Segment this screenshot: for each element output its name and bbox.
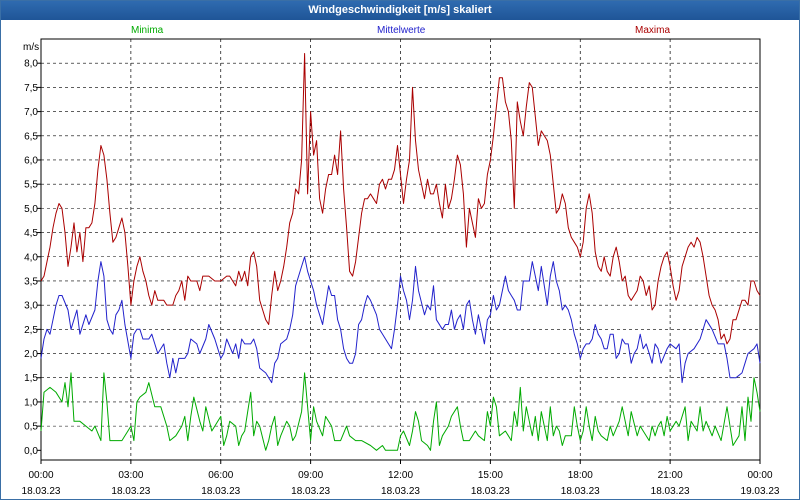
y-tick-label: 1,5 (24, 373, 38, 384)
x-tick-date-label: 18.03.23 (201, 486, 240, 497)
y-tick-label: 1,0 (24, 397, 38, 408)
x-tick-time-label: 06:00 (208, 470, 233, 481)
y-tick-label: 7,0 (24, 107, 38, 118)
series-line-maxima (40, 53, 761, 345)
x-tick-time-label: 12:00 (388, 470, 413, 481)
y-tick-label: 6,5 (24, 131, 38, 142)
legend-mittelwerte: Mittelwerte (377, 25, 426, 36)
series-line-minima (40, 372, 761, 451)
x-tick-date-label: 18.03.23 (111, 486, 150, 497)
x-tick-date-label: 18.03.23 (471, 486, 510, 497)
y-tick-label: 0,0 (24, 446, 38, 457)
x-tick-date-label: 18.03.23 (561, 486, 600, 497)
x-tick-date-label: 18.03.23 (291, 486, 330, 497)
y-tick-label: 4,0 (24, 252, 38, 263)
y-tick-label: 2,5 (24, 325, 38, 336)
x-tick-time-label: 09:00 (298, 470, 323, 481)
x-tick-date-label: 18.03.23 (381, 486, 420, 497)
y-tick-label: 7,5 (24, 83, 38, 94)
y-tick-label: 6,0 (24, 155, 38, 166)
legend-maxima: Maxima (635, 25, 671, 36)
y-tick-label: 3,0 (24, 301, 38, 312)
legend-minima: Minima (131, 25, 164, 36)
x-tick-time-label: 03:00 (118, 470, 143, 481)
y-tick-label: 4,5 (24, 228, 38, 239)
x-tick-time-label: 00:00 (28, 470, 53, 481)
x-tick-date-label: 18.03.23 (22, 486, 61, 497)
chart-title: Windgeschwindigkeit [m/s] skaliert (1, 1, 799, 20)
x-tick-time-label: 00:00 (747, 470, 772, 481)
x-tick-time-label: 18:00 (568, 470, 593, 481)
y-tick-label: 5,0 (24, 204, 38, 215)
series-line-mittelwerte (40, 256, 761, 384)
y-tick-label: 5,5 (24, 180, 38, 191)
y-tick-label: 3,5 (24, 276, 38, 287)
y-tick-label: 2,0 (24, 349, 38, 360)
y-axis-unit: m/s (23, 42, 39, 53)
y-tick-label: 8,0 (24, 59, 38, 70)
x-tick-date-label: 18.03.23 (651, 486, 690, 497)
x-tick-date-label: 19.03.23 (741, 486, 780, 497)
x-tick-time-label: 21:00 (658, 470, 683, 481)
x-tick-time-label: 15:00 (478, 470, 503, 481)
y-tick-label: 0,5 (24, 422, 38, 433)
